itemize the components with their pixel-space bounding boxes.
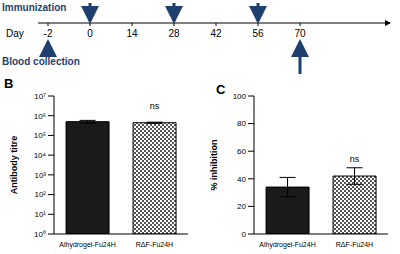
- svg-text:10⁴: 10⁴: [34, 151, 47, 160]
- svg-text:10⁰: 10⁰: [34, 230, 46, 239]
- html-text:C: C: [216, 82, 226, 97]
- svg-text:Day: Day: [8, 28, 24, 39]
- svg-text:70: 70: [294, 28, 306, 39]
- svg-text:60: 60: [237, 147, 246, 156]
- svg-text:80: 80: [237, 119, 246, 128]
- svg-text:42: 42: [210, 28, 222, 39]
- svg-text:RΔF-Fu24H: RΔF-Fu24H: [136, 241, 173, 248]
- svg-text:10⁶: 10⁶: [34, 112, 46, 121]
- svg-text:% inhibition: % inhibition: [209, 140, 219, 191]
- svg-text:10²: 10²: [34, 190, 46, 199]
- svg-text:56: 56: [252, 28, 264, 39]
- svg-text:RΔF-Fu24H: RΔF-Fu24H: [336, 241, 373, 248]
- svg-text:10⁷: 10⁷: [34, 92, 46, 101]
- svg-text:Blood collection: Blood collection: [8, 56, 80, 67]
- svg-text:Immunization: Immunization: [8, 2, 66, 13]
- svg-text:10³: 10³: [34, 171, 46, 180]
- svg-text:20: 20: [237, 202, 246, 211]
- svg-text:40: 40: [237, 175, 246, 184]
- svg-text:Alhydrogel-Fu24H: Alhydrogel-Fu24H: [259, 241, 315, 249]
- svg-text:ns: ns: [350, 154, 360, 164]
- svg-text:Antibody titre: Antibody titre: [9, 136, 19, 195]
- svg-text:ns: ns: [150, 101, 160, 111]
- svg-text:10⁵: 10⁵: [34, 131, 46, 140]
- svg-text:Alhydrogel-Fu24H: Alhydrogel-Fu24H: [59, 241, 115, 249]
- svg-text:10¹: 10¹: [34, 210, 46, 219]
- svg-text:0: 0: [242, 230, 247, 239]
- svg-text:28: 28: [168, 28, 180, 39]
- svg-text:100: 100: [233, 92, 247, 101]
- svg-text:0: 0: [87, 28, 93, 39]
- svg-text:14: 14: [126, 28, 138, 39]
- svg-text:-2: -2: [44, 28, 53, 39]
- html-text:B: B: [4, 76, 14, 91]
